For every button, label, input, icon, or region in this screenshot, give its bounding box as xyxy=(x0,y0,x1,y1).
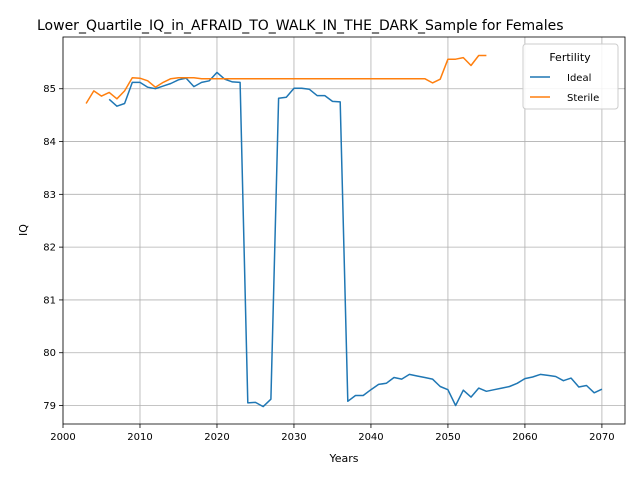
axis-ticks: 2000 2010 2020 2030 2040 2050 2060 2070 79 80 81 82… xyxy=(43,84,614,443)
legend: Fertility Ideal Sterile xyxy=(522,43,619,110)
x-tick-label: 2040 xyxy=(358,432,383,443)
legend-box xyxy=(522,43,619,110)
y-tick-label: 82 xyxy=(43,243,56,254)
y-tick-label: 85 xyxy=(43,84,56,95)
plot-frame xyxy=(62,36,626,425)
y-tick-label: 80 xyxy=(43,348,56,359)
x-tick-label: 2020 xyxy=(204,432,229,443)
x-tick-label: 2030 xyxy=(281,432,306,443)
chart-title: Lower_Quartile_IQ_in_AFRAID_TO_WALK_IN_T… xyxy=(37,18,564,34)
legend-label-ideal: Ideal xyxy=(567,73,591,84)
x-tick-label: 2050 xyxy=(435,432,460,443)
legend-label-sterile: Sterile xyxy=(567,93,599,104)
x-axis-label: Years xyxy=(328,452,358,465)
y-tick-label: 79 xyxy=(43,401,56,412)
x-tick-label: 2060 xyxy=(512,432,537,443)
y-axis-label: IQ xyxy=(17,224,30,236)
y-tick-label: 83 xyxy=(43,190,56,201)
x-tick-label: 2000 xyxy=(50,432,75,443)
legend-title: Fertility xyxy=(549,51,591,64)
series-line-sterile xyxy=(85,54,487,104)
x-tick-label: 2070 xyxy=(589,432,614,443)
y-tick-label: 84 xyxy=(43,137,56,148)
series-line-ideal xyxy=(108,71,603,408)
x-tick-label: 2010 xyxy=(127,432,152,443)
y-tick-label: 81 xyxy=(43,295,56,306)
series-lines xyxy=(85,54,603,408)
